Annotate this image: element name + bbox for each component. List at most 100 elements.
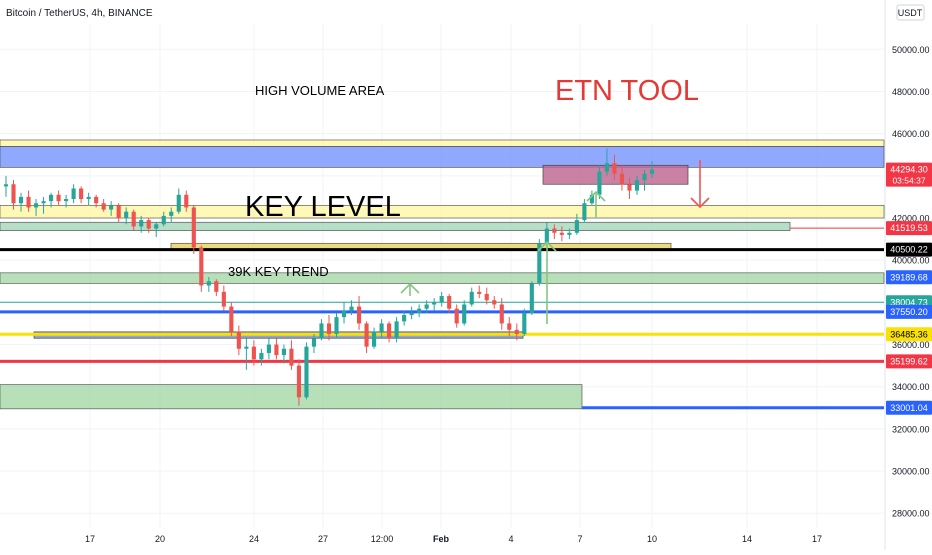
candle-body [3, 184, 9, 187]
candle-body [372, 331, 377, 347]
candle-body [349, 306, 354, 311]
key-level-zone [0, 205, 885, 219]
candle-body [649, 169, 655, 174]
zones [0, 139, 885, 410]
high-volume-zone [0, 146, 885, 168]
candle-body [71, 188, 76, 200]
candle-body [477, 291, 482, 294]
candle-body [537, 243, 542, 284]
currency-box[interactable] [896, 4, 925, 21]
candle-body [41, 201, 46, 204]
candle-body [86, 196, 91, 200]
x-tick-label: 24 [249, 534, 259, 544]
candle-body [26, 196, 31, 208]
candle-body [154, 224, 159, 229]
price-tag-value: 41519.53 [890, 223, 928, 233]
candle-body [387, 323, 392, 339]
price-tag-value: 35199.62 [890, 356, 928, 366]
x-tick-label: 17 [812, 534, 822, 544]
candle-body [289, 348, 294, 366]
down-arrow-head [690, 197, 710, 209]
price-tag [886, 400, 932, 415]
candle-body [259, 352, 264, 360]
candle-body [266, 344, 271, 353]
time-axis: 17 20 24 27 12:00 Feb 4 7 10 14 17 [85, 534, 822, 544]
y-tick-label: 40000.00 [892, 256, 930, 266]
candle-body [334, 317, 339, 334]
candle-body [281, 348, 286, 356]
y-tick-label: 32000.00 [892, 424, 930, 434]
candle-body [64, 199, 69, 202]
candle-body [49, 194, 54, 202]
candle-body [454, 308, 459, 324]
candle-body [11, 184, 16, 204]
high-volume-area-label: HIGH VOLUME AREA [255, 83, 385, 98]
y-tick-label: 42000.00 [892, 214, 930, 224]
candle-body [567, 232, 572, 235]
x-tick-label: 20 [155, 534, 165, 544]
candle-body [56, 194, 61, 202]
candle-body [169, 211, 174, 216]
price-tag-value: 36485.36 [890, 329, 928, 339]
candle-body [552, 228, 557, 233]
candles [3, 148, 655, 406]
candle-body [146, 220, 151, 229]
price-tag [886, 304, 932, 319]
levels [0, 227, 884, 410]
candle-body [116, 205, 121, 219]
candle-body [139, 220, 144, 227]
candle-body [311, 338, 317, 347]
candle-body [364, 323, 369, 347]
x-tick-label: Feb [433, 534, 450, 544]
drawings [400, 160, 710, 324]
candle-body [191, 207, 196, 248]
price-tag [886, 270, 932, 285]
candle-body [402, 315, 407, 322]
candle-body [33, 203, 39, 208]
chart-title: Bitcoin / TetherUS, 4h, BINANCE [6, 8, 153, 19]
candle-body [214, 281, 219, 292]
x-tick-label: 14 [742, 534, 752, 544]
candle-body [131, 211, 136, 227]
price-tag-value: 44294.30 [890, 165, 928, 175]
candle-body [326, 323, 332, 334]
candle-body [634, 180, 640, 191]
candle-body [379, 323, 384, 332]
candle-body [409, 312, 414, 316]
candle-body [507, 323, 512, 330]
candle-body [514, 329, 519, 334]
y-tick-label: 34000.00 [892, 382, 930, 392]
candle-body [79, 188, 84, 200]
price-tag [886, 242, 932, 257]
candle-body [18, 196, 24, 204]
candle-body [304, 346, 309, 398]
candle-body [499, 304, 504, 324]
y-tick-label: 36000.00 [892, 340, 930, 350]
candle-body [439, 296, 444, 303]
candle-body [236, 331, 241, 349]
candle-body [109, 205, 114, 210]
candle-body [619, 173, 625, 185]
price-tag-value: 40500.22 [890, 245, 928, 255]
price-tag-value: 33001.04 [890, 403, 928, 413]
candle-body [124, 211, 129, 219]
candle-body [184, 194, 189, 208]
candle-body [574, 220, 579, 233]
candle-body [627, 184, 632, 191]
key-level-green-zone [0, 221, 791, 231]
candle-body [582, 203, 587, 221]
candle-body [544, 228, 549, 244]
candle-body [424, 304, 429, 309]
candle-body [176, 194, 181, 212]
candle-body [251, 346, 256, 360]
key-level-label: KEY LEVEL [245, 191, 401, 223]
candle-body [642, 173, 647, 181]
y-tick-label: 48000.00 [892, 87, 930, 97]
candle-body [356, 306, 362, 324]
candle-body [484, 293, 489, 301]
candle-body [462, 304, 467, 324]
price-tag [886, 327, 932, 342]
